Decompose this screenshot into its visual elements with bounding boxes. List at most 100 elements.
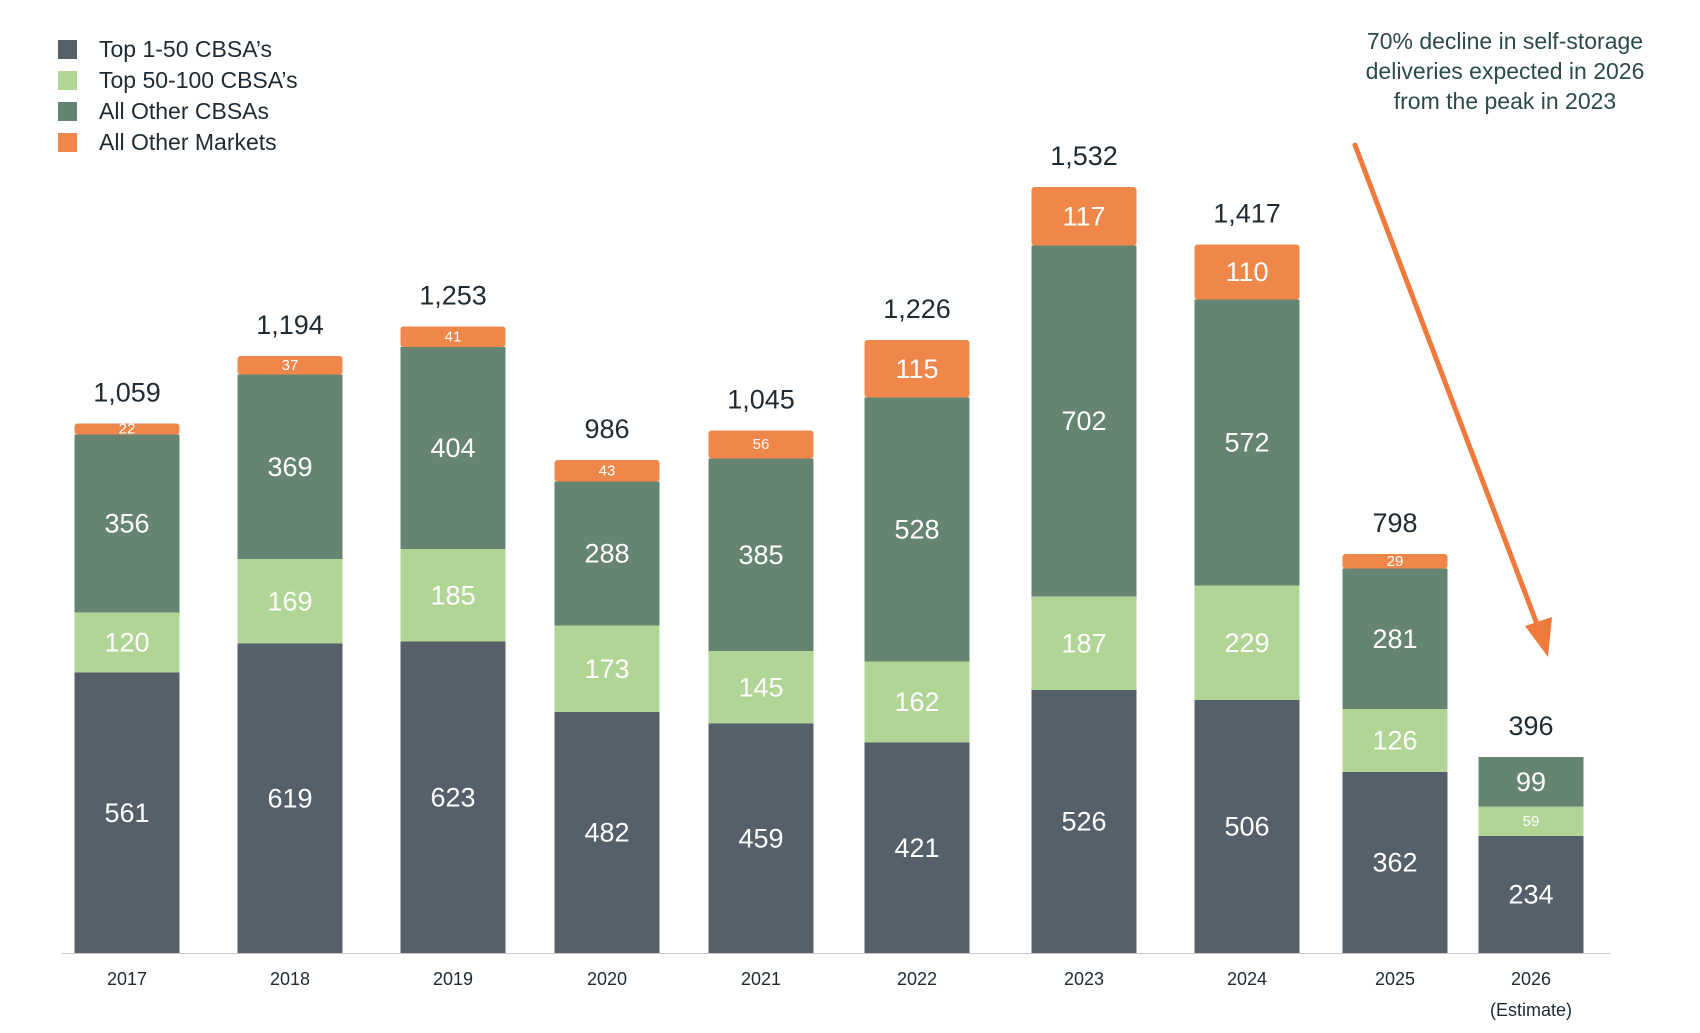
bar-segment bbox=[74, 612, 180, 673]
bar-segment bbox=[1342, 568, 1448, 709]
legend-label: All Other Markets bbox=[99, 129, 277, 155]
x-tick-label: 2019 bbox=[433, 969, 473, 989]
data-label: 526 bbox=[1061, 807, 1106, 837]
bar-segment bbox=[237, 643, 343, 953]
legend-item: Top 50-100 CBSA’s bbox=[58, 65, 298, 96]
legend-swatch bbox=[58, 71, 77, 90]
data-label: 572 bbox=[1224, 428, 1269, 458]
data-label: 356 bbox=[104, 509, 149, 539]
bar-segment bbox=[1342, 554, 1448, 569]
data-label: 234 bbox=[1508, 880, 1553, 910]
total-label: 1,194 bbox=[256, 310, 324, 340]
bar-segment bbox=[864, 397, 970, 662]
data-label: 362 bbox=[1372, 848, 1417, 878]
data-label: 623 bbox=[430, 782, 475, 812]
legend-swatch bbox=[58, 133, 77, 152]
bar-segment bbox=[554, 460, 660, 482]
data-label: 117 bbox=[1062, 201, 1105, 231]
data-label: 369 bbox=[267, 452, 312, 482]
x-tick-label: 2023 bbox=[1064, 969, 1104, 989]
annotation-arrow-shaft bbox=[1352, 142, 1543, 635]
data-label: 528 bbox=[894, 515, 939, 545]
data-label: 126 bbox=[1372, 726, 1417, 756]
x-tick-label: 2024 bbox=[1227, 969, 1267, 989]
total-label: 1,045 bbox=[727, 385, 795, 415]
data-label: 145 bbox=[738, 672, 783, 702]
bar-segment bbox=[400, 549, 506, 642]
bar-segment bbox=[864, 661, 970, 743]
data-label: 99 bbox=[1516, 767, 1546, 797]
legend: Top 1-50 CBSA’s Top 50-100 CBSA’s All Othe… bbox=[58, 34, 298, 158]
legend-item: All Other CBSAs bbox=[58, 96, 298, 127]
data-label: 120 bbox=[104, 628, 149, 658]
total-label: 1,226 bbox=[883, 294, 951, 324]
data-label: 110 bbox=[1225, 257, 1268, 287]
bar-segment bbox=[708, 651, 814, 724]
data-label: 41 bbox=[445, 328, 462, 345]
bar-segment bbox=[400, 347, 506, 549]
bar-segment bbox=[1194, 700, 1300, 953]
bar-segment bbox=[708, 458, 814, 651]
x-tick-sublabel: (Estimate) bbox=[1490, 1000, 1572, 1020]
annotation-line: from the peak in 2023 bbox=[1393, 88, 1617, 114]
total-label: 1,532 bbox=[1050, 141, 1118, 171]
total-label: 1,417 bbox=[1213, 199, 1281, 229]
bar-segment bbox=[237, 356, 343, 375]
total-label: 986 bbox=[584, 414, 629, 444]
legend-label: Top 1-50 CBSA’s bbox=[99, 36, 273, 62]
data-label: 22 bbox=[119, 421, 136, 438]
total-label: 798 bbox=[1372, 508, 1417, 538]
bar-segment bbox=[554, 625, 660, 712]
data-label: 506 bbox=[1224, 812, 1269, 842]
data-label: 29 bbox=[1387, 553, 1404, 570]
x-tick-label: 2022 bbox=[897, 969, 937, 989]
data-label: 185 bbox=[430, 580, 475, 610]
data-label: 404 bbox=[430, 433, 475, 463]
data-label: 702 bbox=[1061, 406, 1106, 436]
bar-segment bbox=[400, 641, 506, 953]
data-label: 459 bbox=[738, 823, 783, 853]
bar-segment bbox=[74, 672, 180, 953]
annotation-line: 70% decline in self-storage bbox=[1366, 28, 1644, 54]
legend-item: All Other Markets bbox=[58, 127, 298, 158]
bar-segment bbox=[554, 481, 660, 626]
legend-item: Top 1-50 CBSA’s bbox=[58, 34, 298, 65]
total-label: 1,059 bbox=[93, 378, 161, 408]
data-label: 281 bbox=[1372, 624, 1417, 654]
bar-segment bbox=[1194, 585, 1300, 700]
bar-segment bbox=[1031, 596, 1137, 690]
data-label: 43 bbox=[599, 462, 616, 479]
bar-segment bbox=[1342, 772, 1448, 953]
data-label: 385 bbox=[738, 540, 783, 570]
data-label: 421 bbox=[894, 833, 939, 863]
bar-segment bbox=[74, 434, 180, 613]
total-label: 396 bbox=[1508, 711, 1553, 741]
data-label: 482 bbox=[584, 818, 629, 848]
bar-segment bbox=[237, 374, 343, 559]
bar-segment bbox=[237, 559, 343, 644]
data-label: 619 bbox=[267, 783, 312, 813]
x-tick-label: 2018 bbox=[270, 969, 310, 989]
data-label: 288 bbox=[584, 539, 629, 569]
legend-swatch bbox=[58, 40, 77, 59]
x-tick-label: 2020 bbox=[587, 969, 627, 989]
bar-segment bbox=[1478, 757, 1584, 807]
bar-segment bbox=[1031, 245, 1137, 597]
bar-segment bbox=[554, 712, 660, 953]
data-label: 187 bbox=[1061, 628, 1106, 658]
total-label: 1,253 bbox=[419, 281, 487, 311]
bar-segment bbox=[1031, 187, 1137, 246]
legend-swatch bbox=[58, 102, 77, 121]
bar-segment bbox=[74, 423, 180, 435]
bar-segment bbox=[864, 340, 970, 398]
bar-segment bbox=[1478, 836, 1584, 953]
bar-segment bbox=[1342, 709, 1448, 772]
bar-segment bbox=[864, 742, 970, 953]
data-label: 229 bbox=[1224, 628, 1269, 658]
data-label: 561 bbox=[104, 798, 149, 828]
x-tick-label: 2026 bbox=[1511, 969, 1551, 989]
x-tick-label: 2017 bbox=[107, 969, 147, 989]
data-label: 169 bbox=[267, 586, 312, 616]
x-tick-label: 2021 bbox=[741, 969, 781, 989]
